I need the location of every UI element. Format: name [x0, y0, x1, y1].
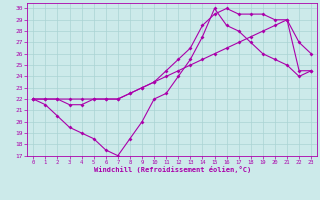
- X-axis label: Windchill (Refroidissement éolien,°C): Windchill (Refroidissement éolien,°C): [94, 166, 251, 173]
